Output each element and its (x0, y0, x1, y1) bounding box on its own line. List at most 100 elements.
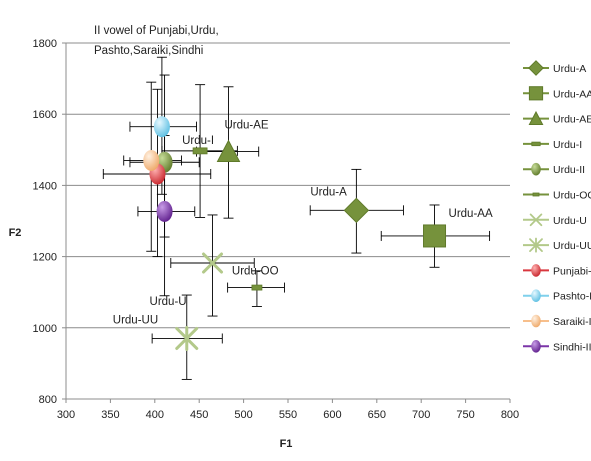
x-tick-label-400: 400 (146, 409, 164, 421)
legend-marker-urdu-uu-shape (529, 237, 543, 253)
legend-marker-pashto-ii (531, 289, 541, 303)
point-urdu-a-shape (343, 197, 370, 224)
legend-marker-punjabi-ii-shape (531, 264, 541, 277)
legend-marker-urdu-a (528, 60, 544, 76)
legend-label-urdu-ae: Urdu-AE (553, 114, 591, 126)
legend: Urdu-A Urdu-AA Urdu-AE Urdu-I Urdu-II Urdu-OO… (523, 60, 591, 353)
y-axis-title: F2 (9, 227, 22, 239)
y-tick-label-1200: 1200 (33, 252, 57, 264)
legend-label-punjabi-ii: Punjabi-II (553, 265, 591, 277)
x-tick-labels: 300 350 400 450 500 550 600 650 700 750 800 (57, 409, 519, 421)
x-tick-label-350: 350 (101, 409, 119, 421)
legend-label-pashto-ii: Pashto-II (553, 291, 591, 303)
legend-item-saraiki-ii: Saraiki-II (523, 314, 591, 328)
point-pashto-ii-shape (153, 116, 170, 138)
data-label-urdu-a: Urdu-A (310, 186, 347, 198)
legend-marker-urdu-u-shape (529, 213, 543, 227)
legend-marker-saraiki-ii-shape (531, 314, 541, 328)
chart-title-line-2: Pashto,Saraiki,Sindhi (94, 45, 203, 57)
legend-item-urdu-a: Urdu-A (523, 60, 586, 76)
y-tick-label-800: 800 (39, 394, 57, 406)
x-tick-label-750: 750 (456, 409, 474, 421)
x-tick-label-800: 800 (501, 409, 519, 421)
data-label-urdu-oo: Urdu-OO (232, 266, 279, 278)
legend-item-urdu-ii: Urdu-II (523, 162, 585, 176)
data-label-urdu-i: Urdu-I (182, 135, 214, 147)
point-pashto-ii (153, 116, 170, 138)
legend-marker-urdu-oo-shape (532, 192, 540, 197)
legend-label-urdu-a: Urdu-A (553, 63, 586, 75)
point-urdu-i-shape (192, 147, 208, 155)
x-tick-label-700: 700 (412, 409, 430, 421)
legend-marker-sindhi-ii (531, 340, 541, 353)
y-tick-label-1600: 1600 (33, 109, 57, 121)
point-urdu-uu (175, 325, 199, 351)
point-urdu-a (343, 197, 370, 224)
legend-label-urdu-i: Urdu-I (553, 139, 582, 151)
x-tick-label-600: 600 (323, 409, 341, 421)
legend-label-urdu-aa: Urdu-AA (553, 88, 591, 100)
data-label-urdu-aa: Urdu-AA (449, 208, 493, 220)
legend-marker-urdu-i-shape (531, 141, 541, 147)
y-tick-label-1400: 1400 (33, 180, 57, 192)
point-urdu-u-shape (202, 252, 224, 274)
legend-marker-urdu-u (529, 213, 543, 227)
legend-item-urdu-i: Urdu-I (523, 139, 582, 151)
x-tick-label-550: 550 (279, 409, 297, 421)
point-urdu-u (202, 252, 224, 274)
gridlines (66, 42, 510, 329)
data-label-urdu-u: Urdu-U (150, 296, 187, 308)
point-urdu-i (192, 147, 208, 155)
point-urdu-ae-shape (216, 139, 241, 162)
legend-label-urdu-oo: Urdu-OO (553, 190, 591, 202)
data-points (143, 116, 447, 351)
point-saraiki-ii (143, 149, 160, 171)
data-label-urdu-ae: Urdu-AE (225, 120, 269, 132)
legend-marker-urdu-i (531, 141, 541, 147)
legend-item-urdu-ae: Urdu-AE (523, 110, 591, 126)
x-axis-title: F1 (280, 438, 293, 450)
legend-marker-urdu-ii (531, 162, 541, 176)
legend-marker-urdu-aa (528, 86, 544, 101)
point-sindhi-ii-shape (156, 200, 173, 222)
axes (62, 42, 511, 403)
legend-marker-urdu-a-shape (528, 60, 544, 76)
legend-marker-urdu-ae (528, 110, 544, 126)
legend-item-urdu-oo: Urdu-OO (523, 190, 591, 202)
y-tick-label-1800: 1800 (33, 38, 57, 50)
legend-marker-pashto-ii-shape (531, 289, 541, 303)
legend-marker-urdu-uu (529, 237, 543, 253)
point-urdu-aa (423, 224, 447, 248)
legend-marker-urdu-oo (532, 192, 540, 197)
legend-marker-saraiki-ii (531, 314, 541, 328)
legend-item-sindhi-ii: Sindhi-II (523, 340, 591, 353)
x-tick-label-300: 300 (57, 409, 75, 421)
legend-item-pashto-ii: Pashto-II (523, 289, 591, 303)
legend-label-saraiki-ii: Saraiki-II (553, 316, 591, 328)
point-urdu-ae (216, 139, 241, 162)
x-tick-label-500: 500 (234, 409, 252, 421)
x-tick-label-450: 450 (190, 409, 208, 421)
legend-item-urdu-aa: Urdu-AA (523, 86, 591, 101)
legend-marker-sindhi-ii-shape (531, 340, 541, 353)
point-saraiki-ii-shape (143, 149, 160, 171)
point-sindhi-ii (156, 200, 173, 222)
legend-marker-urdu-aa-shape (528, 86, 544, 101)
legend-marker-urdu-ii-shape (531, 162, 541, 176)
y-tick-labels: 800 1000 1200 1400 1600 1800 (33, 38, 57, 406)
point-urdu-uu-shape (175, 325, 199, 351)
chart-title-line-1: II vowel of Punjabi,Urdu, (94, 25, 219, 37)
legend-label-urdu-ii: Urdu-II (553, 164, 585, 176)
legend-label-sindhi-ii: Sindhi-II (553, 341, 591, 353)
legend-marker-punjabi-ii (531, 264, 541, 277)
y-tick-label-1000: 1000 (33, 323, 57, 335)
legend-label-urdu-u: Urdu-U (553, 215, 587, 227)
legend-label-urdu-uu: Urdu-UU (553, 240, 591, 252)
legend-item-urdu-uu: Urdu-UU (523, 237, 591, 253)
legend-item-urdu-u: Urdu-U (523, 213, 587, 227)
legend-marker-urdu-ae-shape (528, 110, 544, 126)
point-urdu-oo (251, 284, 263, 291)
point-urdu-oo-shape (251, 284, 263, 291)
point-urdu-aa-shape (423, 224, 447, 248)
